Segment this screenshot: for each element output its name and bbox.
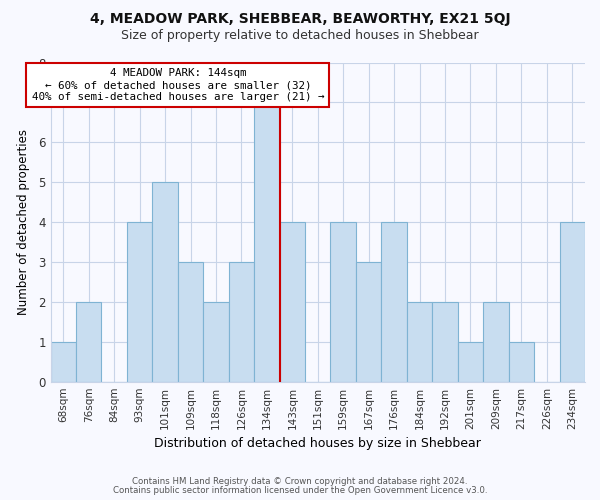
Bar bbox=[178, 262, 203, 382]
Text: 4 MEADOW PARK: 144sqm
← 60% of detached houses are smaller (32)
40% of semi-deta: 4 MEADOW PARK: 144sqm ← 60% of detached … bbox=[32, 68, 324, 102]
Text: Size of property relative to detached houses in Shebbear: Size of property relative to detached ho… bbox=[121, 29, 479, 42]
Bar bbox=[509, 342, 534, 382]
Bar bbox=[382, 222, 407, 382]
Bar bbox=[152, 182, 178, 382]
Bar bbox=[483, 302, 509, 382]
Bar bbox=[356, 262, 382, 382]
Bar bbox=[50, 342, 76, 382]
Bar bbox=[560, 222, 585, 382]
X-axis label: Distribution of detached houses by size in Shebbear: Distribution of detached houses by size … bbox=[154, 437, 481, 450]
Text: Contains HM Land Registry data © Crown copyright and database right 2024.: Contains HM Land Registry data © Crown c… bbox=[132, 477, 468, 486]
Bar bbox=[254, 102, 280, 382]
Bar bbox=[458, 342, 483, 382]
Bar bbox=[76, 302, 101, 382]
Bar bbox=[229, 262, 254, 382]
Text: Contains public sector information licensed under the Open Government Licence v3: Contains public sector information licen… bbox=[113, 486, 487, 495]
Text: 4, MEADOW PARK, SHEBBEAR, BEAWORTHY, EX21 5QJ: 4, MEADOW PARK, SHEBBEAR, BEAWORTHY, EX2… bbox=[89, 12, 511, 26]
Y-axis label: Number of detached properties: Number of detached properties bbox=[17, 129, 30, 315]
Bar bbox=[127, 222, 152, 382]
Bar bbox=[407, 302, 432, 382]
Bar bbox=[203, 302, 229, 382]
Bar bbox=[280, 222, 305, 382]
Bar bbox=[331, 222, 356, 382]
Bar bbox=[432, 302, 458, 382]
